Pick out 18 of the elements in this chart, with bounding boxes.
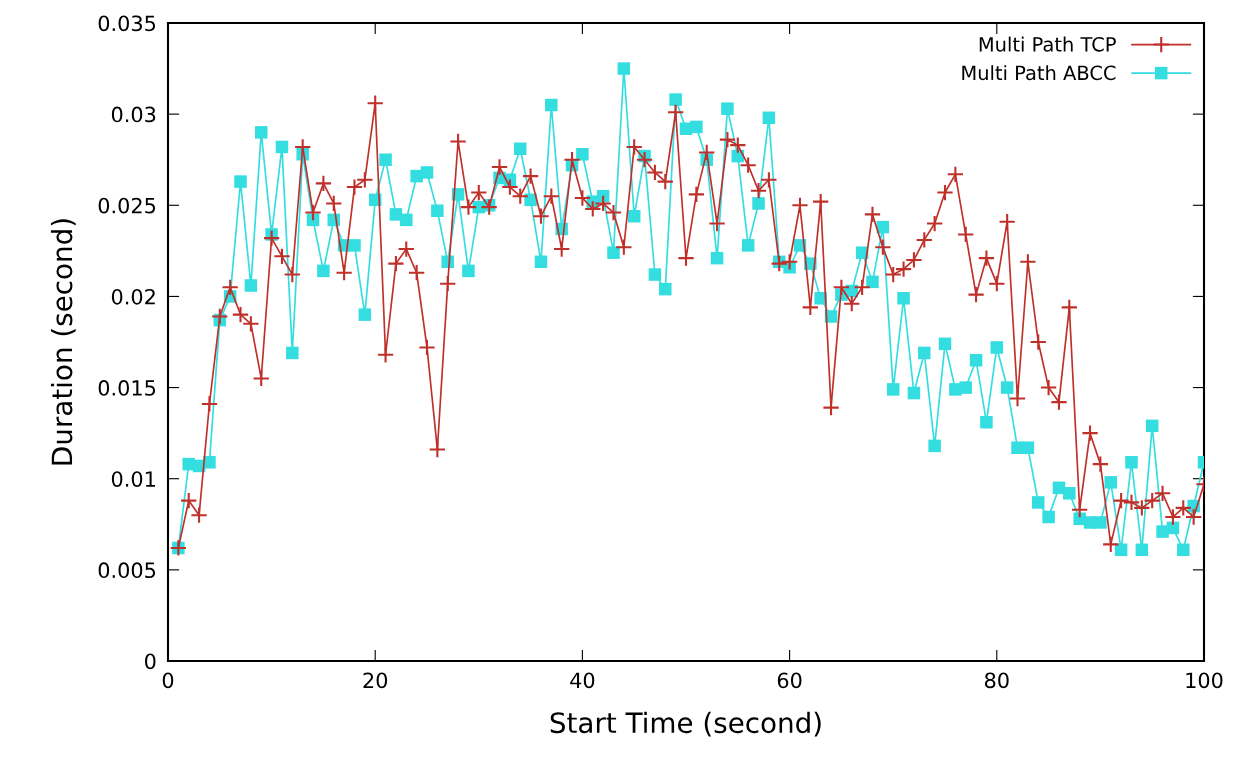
y-tick-label: 0.035	[98, 15, 156, 32]
y-tick-label: 0.03	[111, 106, 156, 123]
y-tick-label: 0.02	[111, 288, 155, 305]
x-tick-label: 20	[363, 672, 388, 689]
y-axis-title: Duration (second)	[50, 219, 76, 465]
x-tick-label: 60	[777, 672, 802, 689]
legend-label: Multi Path TCP	[979, 36, 1116, 52]
y-tick-label: 0.005	[98, 562, 156, 579]
y-tick-label: 0.025	[98, 197, 156, 214]
x-tick-label: 80	[984, 672, 1009, 689]
y-tick-label: 0	[145, 653, 156, 670]
y-tick-label: 0.015	[98, 380, 156, 396]
x-tick-label: 40	[570, 672, 595, 689]
legend-label: Multi Path ABCC	[962, 65, 1116, 81]
x-tick-label: 0	[162, 672, 174, 689]
x-tick-label: 100	[1186, 672, 1223, 689]
y-tick-label: 0.01	[111, 471, 155, 487]
x-axis-title: Start Time (second)	[550, 711, 821, 737]
